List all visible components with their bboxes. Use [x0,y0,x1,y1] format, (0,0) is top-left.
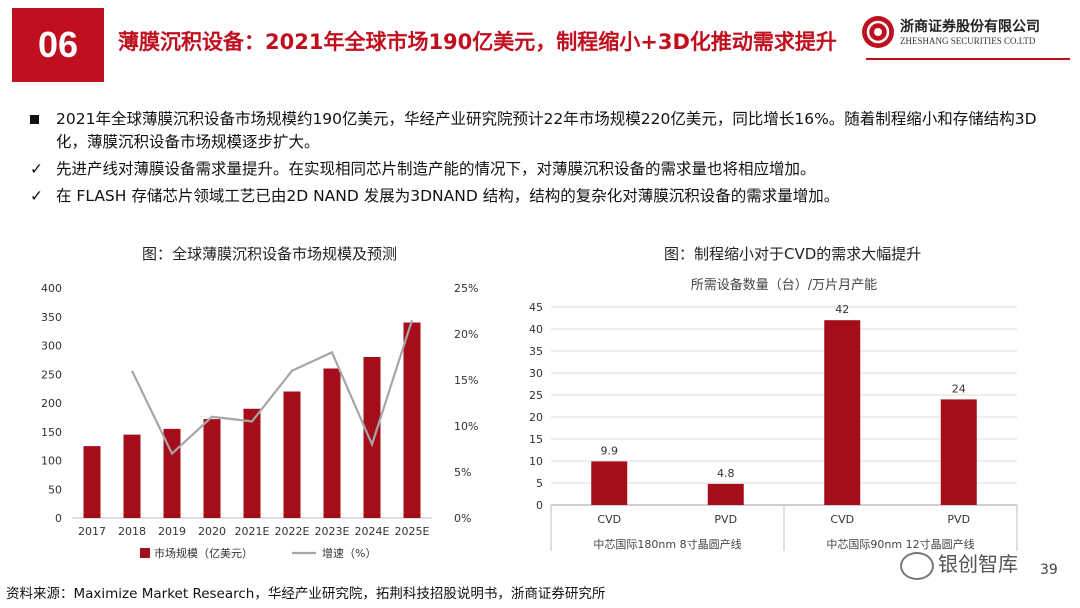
logo-mark-icon [862,16,894,48]
check-bullet-icon: ✓ [30,160,43,178]
y-tick-label: 100 [41,455,62,468]
bar-equipment-count [707,483,744,505]
y2-tick-label: 0% [454,512,471,525]
legend-swatch-bar [140,548,150,558]
y-tick-label: 35 [529,345,543,358]
bar-equipment-count [940,399,977,505]
page-title: 薄膜沉积设备：2021年全球市场190亿美元，制程缩小+3D化推动需求提升 [118,30,837,54]
y2-tick-label: 25% [454,282,478,295]
bar-equipment-count [824,320,861,505]
y-tick-label: 10 [529,455,543,468]
x-tick-label: 2020 [198,525,226,538]
y2-tick-label: 15% [454,374,478,387]
y-tick-label: 150 [41,426,62,439]
y-tick-label: 250 [41,368,62,381]
data-label: 9.9 [601,444,619,457]
bullet-item: 2021年全球薄膜沉积设备市场规模约190亿美元，华经产业研究院预计22年市场规… [30,108,1060,154]
right-chart-title: 图：制程缩小对于CVD的需求大幅提升 [664,245,922,263]
x-tick-label: PVD [714,513,737,526]
x-tick-label: CVD [597,513,621,526]
bar-market-size [83,446,101,518]
bullet-item: ✓ 在 FLASH 存储芯片领域工艺已由2D NAND 发展为3DNAND 结构… [30,185,1060,208]
x-tick-label: CVD [830,513,854,526]
y-tick-label: 0 [536,499,543,512]
y-tick-label: 350 [41,311,62,324]
x-tick-label: 2023E [315,525,350,538]
x-tick-label: 2017 [78,525,106,538]
bullet-text: 2021年全球薄膜沉积设备市场规模约190亿美元，华经产业研究院预计22年市场规… [56,110,1037,151]
x-tick-label: 2025E [395,525,430,538]
section-badge: 06 [12,8,104,82]
section-number: 06 [37,24,79,65]
logo-divider [866,58,1070,60]
line-growth-rate [131,319,414,456]
data-label: 4.8 [717,467,735,480]
left-chart-title: 图：全球薄膜沉积设备市场规模及预测 [142,245,398,263]
market-size-chart: 0 50 100 150 200 250 300 350 400 0% 5% 10% 15% 20% 25%… [41,282,478,560]
wechat-watermark-icon [900,552,934,580]
bar-market-size [123,434,141,518]
y-tick-label: 5 [536,477,543,490]
y-tick-label: 400 [41,282,62,295]
y-tick-label: 20 [529,411,543,424]
y-tick-label: 25 [529,389,543,402]
logo-english-name: ZHESHANG SECURITIES CO.LTD [900,36,1036,46]
group-label: 中芯国际180nm 8寸晶圆产线 [593,537,741,551]
x-tick-label: 2021E [235,525,270,538]
bullet-list: 2021年全球薄膜沉积设备市场规模约190亿美元，华经产业研究院预计22年市场规… [30,108,1060,212]
x-tick-label: 2022E [275,525,310,538]
cvd-demand-chart: 所需设备数量（台）/万片月产能 0 5 10 15 20 25 30 35 40 45 9.9 CVD 4… [529,277,1018,551]
y-tick-label: 45 [529,301,543,314]
bar-market-size [243,408,261,518]
y-tick-label: 40 [529,323,543,336]
data-label: 24 [952,382,966,395]
x-tick-label: 2019 [158,525,186,538]
y-tick-label: 200 [41,397,62,410]
bar-market-size [203,419,221,518]
x-tick-label: 2024E [355,525,390,538]
bar-market-size [363,357,381,518]
y-tick-label: 300 [41,340,62,353]
bullet-item: ✓ 先进产线对薄膜设备需求量提升。在实现相同芯片制造产能的情况下，对薄膜沉积设备… [30,158,1060,181]
bar-market-size [323,368,341,518]
bullet-text: 在 FLASH 存储芯片领域工艺已由2D NAND 发展为3DNAND 结构，结… [56,187,840,205]
group-label: 中芯国际90nm 12寸晶圆产线 [826,537,974,551]
logo-chinese-name: 浙商证券股份有限公司 [900,19,1040,35]
y-tick-label: 30 [529,367,543,380]
data-label: 42 [835,303,849,316]
chart-subtitle: 所需设备数量（台）/万片月产能 [691,277,877,293]
y2-tick-label: 5% [454,466,471,479]
y2-tick-label: 10% [454,420,478,433]
bar-market-size [403,322,421,518]
x-tick-label: 2018 [118,525,146,538]
legend-label-market-size: 市场规模（亿美元） [154,546,253,560]
y-tick-label: 50 [48,483,62,496]
legend-label-growth: 增速（%） [322,546,376,560]
square-bullet-icon [30,108,50,131]
check-bullet-icon: ✓ [30,187,43,205]
x-tick-label: PVD [947,513,970,526]
y-tick-label: 15 [529,433,543,446]
bar-market-size [283,391,301,518]
y2-tick-label: 20% [454,328,478,341]
y-tick-label: 0 [55,512,62,525]
bar-equipment-count [591,461,628,505]
page-number: 39 [1040,562,1058,578]
company-logo: 浙商证券股份有限公司 ZHESHANG SECURITIES CO.LTD [862,14,1068,54]
bullet-text: 先进产线对薄膜设备需求量提升。在实现相同芯片制造产能的情况下，对薄膜沉积设备的需… [56,160,816,178]
watermark-text: 银创智库 [938,552,1018,576]
source-note: 资料来源：Maximize Market Research，华经产业研究院，拓荆… [6,586,606,602]
